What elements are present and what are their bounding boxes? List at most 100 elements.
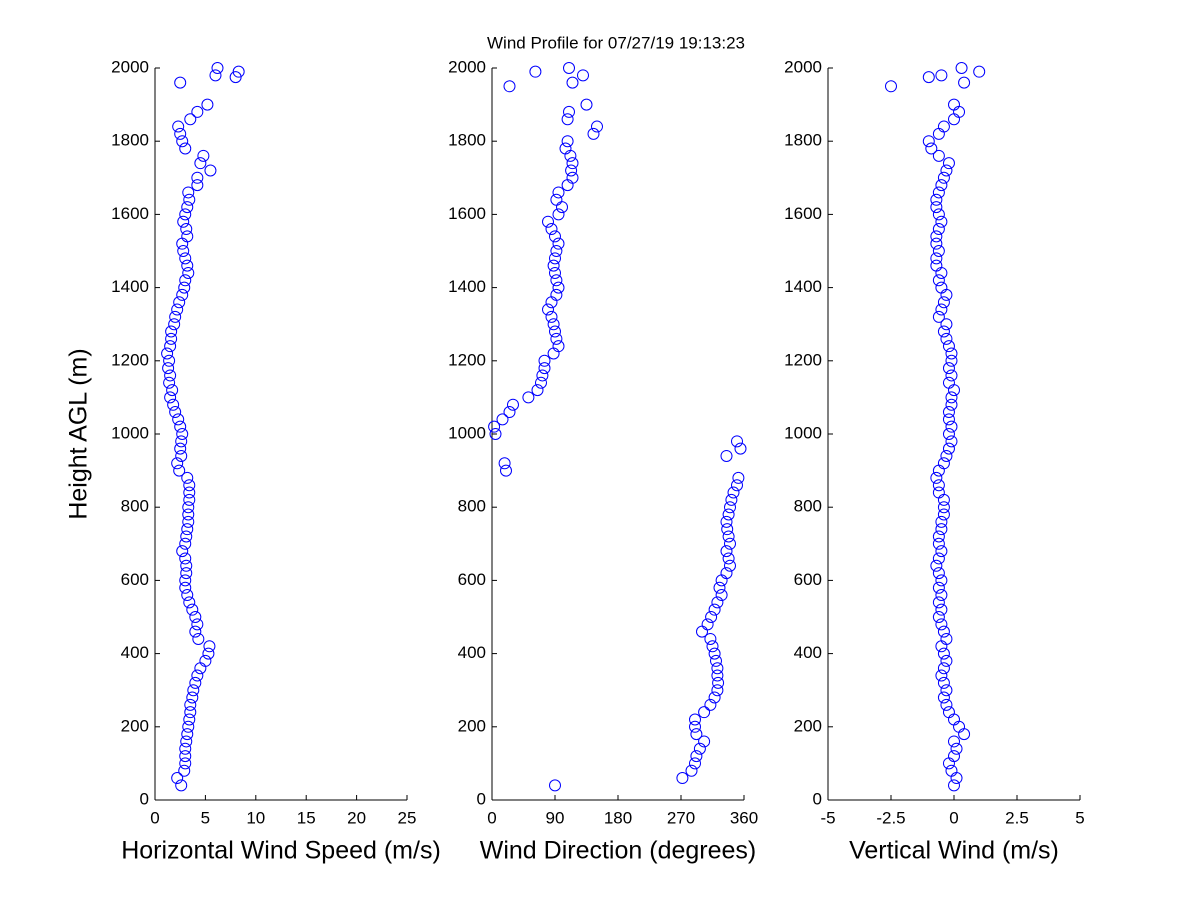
- data-point: [945, 420, 958, 433]
- data-point: [561, 113, 574, 126]
- x-tick-label: 20: [347, 808, 366, 827]
- data-point: [191, 669, 204, 682]
- data-point: [204, 164, 217, 177]
- data-point: [174, 76, 187, 89]
- y-tick-label: 800: [794, 497, 822, 516]
- data-point: [163, 354, 176, 367]
- data-point: [181, 259, 194, 272]
- y-tick-label: 1400: [448, 277, 486, 296]
- data-point: [930, 193, 943, 206]
- data-point: [179, 552, 192, 565]
- data-point: [935, 618, 948, 631]
- data-point: [536, 369, 549, 382]
- y-tick-label: 200: [794, 716, 822, 735]
- data-point: [194, 157, 207, 170]
- data-point: [698, 735, 711, 748]
- data-point: [722, 552, 735, 565]
- data-point: [930, 201, 943, 214]
- data-point: [164, 391, 177, 404]
- data-point: [685, 764, 698, 777]
- data-point: [162, 362, 175, 375]
- x-tick-label: 270: [667, 808, 695, 827]
- data-point: [940, 654, 953, 667]
- data-point: [169, 310, 182, 323]
- data-point: [191, 179, 204, 192]
- data-point: [179, 274, 192, 287]
- x-tick-label: -5: [820, 808, 835, 827]
- data-point: [731, 479, 743, 492]
- y-tick-label: 1200: [448, 350, 486, 369]
- data-point: [175, 435, 188, 448]
- data-point: [172, 413, 185, 426]
- data-point: [930, 237, 943, 250]
- data-point: [935, 574, 948, 587]
- data-point: [189, 625, 202, 638]
- data-point: [191, 171, 204, 184]
- data-point: [488, 420, 501, 433]
- data-point: [176, 545, 189, 558]
- data-point: [179, 757, 192, 770]
- data-point: [169, 406, 182, 419]
- data-point: [550, 274, 563, 287]
- data-point: [175, 449, 188, 462]
- data-point: [191, 105, 204, 118]
- data-point: [177, 215, 190, 228]
- data-point: [935, 303, 948, 316]
- data-point: [708, 647, 721, 660]
- data-point: [202, 647, 215, 660]
- data-point: [164, 340, 177, 353]
- y-tick-label: 200: [121, 716, 149, 735]
- data-point: [183, 713, 196, 726]
- data-point: [545, 310, 558, 323]
- y-tick-label: 1800: [784, 131, 822, 150]
- data-point: [535, 376, 547, 389]
- data-point: [720, 545, 733, 558]
- data-point: [549, 779, 561, 792]
- data-point: [932, 245, 945, 257]
- x-tick-label: 90: [546, 808, 565, 827]
- y-tick-label: 2000: [784, 57, 822, 76]
- data-point: [935, 179, 948, 192]
- data-point: [722, 508, 735, 521]
- x-axis-label: Vertical Wind (m/s): [849, 837, 1059, 865]
- data-point: [935, 515, 948, 528]
- y-tick-label: 0: [813, 789, 822, 808]
- data-point: [935, 69, 948, 82]
- data-point: [189, 676, 202, 689]
- data-point: [948, 750, 960, 763]
- data-point: [932, 479, 945, 492]
- y-tick-label: 0: [140, 789, 149, 808]
- data-point: [552, 208, 565, 221]
- data-point: [181, 230, 194, 243]
- data-point: [937, 508, 950, 521]
- y-tick-label: 1800: [448, 131, 486, 150]
- data-point: [174, 442, 187, 455]
- data-point: [937, 647, 950, 660]
- data-point: [500, 464, 512, 477]
- y-tick-label: 1600: [111, 204, 149, 223]
- data-point: [932, 310, 945, 323]
- data-point: [940, 318, 953, 331]
- x-axis-label: Wind Direction (degrees): [480, 837, 757, 865]
- data-point: [720, 515, 733, 528]
- data-point: [183, 193, 196, 206]
- data-point: [932, 537, 945, 550]
- data-point: [565, 164, 578, 177]
- data-point: [550, 245, 563, 257]
- data-point: [209, 69, 222, 82]
- data-point: [165, 332, 178, 345]
- data-point: [186, 603, 199, 616]
- data-point: [189, 611, 202, 623]
- data-point: [179, 208, 192, 221]
- data-point: [937, 296, 950, 309]
- data-point: [566, 171, 579, 184]
- data-point: [183, 486, 196, 499]
- data-point: [545, 223, 558, 236]
- data-point: [498, 457, 511, 470]
- data-point: [958, 76, 971, 89]
- data-point: [940, 632, 953, 645]
- data-point: [549, 252, 561, 265]
- data-point: [725, 493, 738, 506]
- data-point: [940, 449, 953, 462]
